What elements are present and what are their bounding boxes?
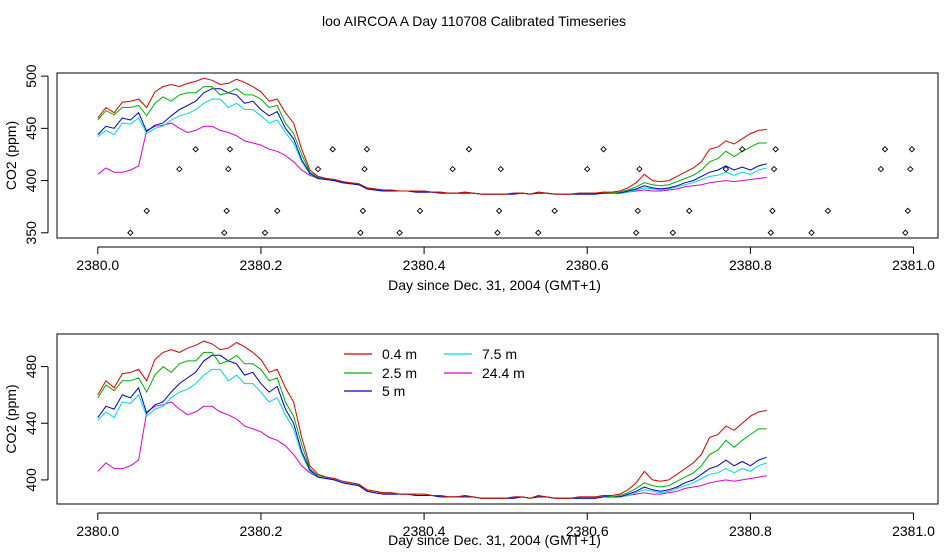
calibration-marker	[772, 145, 779, 153]
calibration-marker	[904, 207, 912, 215]
calibration-marker	[274, 207, 281, 215]
calibration-marker	[767, 229, 775, 237]
x-tick-label: 2380.8	[729, 257, 772, 273]
calibration-marker	[632, 229, 640, 237]
calibration-marker	[449, 165, 456, 173]
series-line-7-5-m	[97, 98, 767, 195]
calibration-marker	[535, 229, 542, 237]
calibration-marker	[363, 145, 371, 153]
series-line-5-m	[97, 88, 767, 195]
calibration-marker	[769, 207, 776, 215]
calibration-marker	[359, 207, 367, 215]
x-tick-label: 2381.0	[892, 523, 935, 539]
legend-label: 24.4 m	[482, 365, 525, 381]
calibration-marker	[143, 207, 150, 215]
x-tick-label: 2380.4	[403, 257, 446, 273]
calibration-marker	[396, 229, 403, 237]
x-tick-label: 2380.0	[76, 523, 119, 539]
panel-top: 2380.0 2380.2 2380.4 2380.6 2380.8 2381.0 350 4…	[3, 64, 939, 293]
x-axis-label: Day since Dec. 31, 2004 (GMT+1)	[388, 277, 601, 293]
series-line-2-5-m	[97, 351, 767, 499]
y-tick-label: 350	[23, 221, 39, 245]
x-tick-label: 2381.0	[892, 257, 935, 273]
calibration-marker	[902, 229, 909, 237]
calibration-marker	[738, 145, 746, 153]
calibration-marker	[636, 165, 643, 173]
calibration-marker	[361, 165, 368, 173]
y-axis-label: CO2 (ppm)	[3, 121, 19, 190]
y-axis-label: CO2 (ppm)	[3, 384, 19, 453]
x-axis-label: Day since Dec. 31, 2004 (GMT+1)	[388, 532, 601, 548]
series-line-0-4-m	[97, 340, 767, 499]
calibration-marker	[722, 165, 730, 173]
calibration-marker	[261, 229, 269, 237]
calibration-marker	[127, 229, 134, 237]
calibration-marker	[416, 207, 424, 215]
calibration-marker	[669, 229, 677, 237]
series-line-24-4-m	[97, 401, 767, 499]
calibration-marker	[600, 145, 607, 153]
series-line-0-4-m	[97, 77, 767, 195]
calibration-marker	[314, 165, 322, 173]
series-line-2-5-m	[97, 86, 767, 195]
calibration-marker	[225, 165, 232, 173]
calibration-marker	[551, 207, 558, 215]
legend-label: 5 m	[382, 383, 405, 399]
y-tick-label: 400	[23, 169, 39, 193]
y-tick-label: 400	[23, 468, 39, 492]
y-tick-label: 500	[23, 64, 39, 88]
calibration-marker	[497, 165, 504, 173]
panel-bottom: 2380.0 2380.2 2380.4 2380.6 2380.8 2381.0 400 4…	[3, 333, 939, 548]
plot-frame	[56, 333, 939, 505]
plot-frame	[56, 72, 939, 239]
chart-title: loo AIRCOA A Day 110708 Calibrated Times…	[322, 13, 626, 29]
calibration-marker	[226, 145, 234, 153]
calibration-marker	[465, 145, 473, 153]
calibration-marker	[908, 145, 916, 153]
calibration-marker	[881, 145, 889, 153]
calibration-marker	[176, 165, 183, 173]
calibration-marker	[634, 207, 642, 215]
legend-label: 2.5 m	[382, 365, 417, 381]
calibration-marker	[495, 207, 503, 215]
y-tick-label: 480	[23, 355, 39, 379]
series-line-24-4-m	[97, 122, 767, 195]
calibration-marker	[808, 229, 815, 237]
calibration-marker	[824, 207, 832, 215]
calibration-marker	[907, 165, 914, 173]
legend-label: 7.5 m	[482, 346, 517, 362]
legend: 0.4 m 2.5 m 5 m 7.5 m 24.4 m	[344, 346, 525, 399]
calibration-marker	[192, 145, 199, 153]
y-tick-label: 450	[23, 116, 39, 140]
calibration-marker	[877, 165, 885, 173]
x-tick-label: 2380.4	[403, 523, 446, 539]
series-line-7-5-m	[97, 368, 767, 499]
calibration-marker	[770, 165, 778, 173]
y-tick-label: 440	[23, 411, 39, 435]
calibration-marker	[220, 229, 228, 237]
x-tick-label: 2380.8	[729, 523, 772, 539]
x-tick-label: 2380.2	[240, 257, 283, 273]
calibration-marker	[357, 229, 364, 237]
calibration-marker	[223, 207, 230, 215]
x-tick-label: 2380.2	[240, 523, 283, 539]
series-line-5-m	[97, 354, 767, 499]
x-tick-label: 2380.6	[566, 257, 609, 273]
x-tick-label: 2380.0	[76, 257, 119, 273]
x-tick-label: 2380.6	[566, 523, 609, 539]
calibration-markers	[127, 145, 916, 237]
calibration-marker	[583, 165, 591, 173]
calibration-marker	[329, 145, 336, 153]
calibration-marker	[494, 229, 501, 237]
calibration-marker	[685, 207, 693, 215]
legend-label: 0.4 m	[382, 346, 417, 362]
